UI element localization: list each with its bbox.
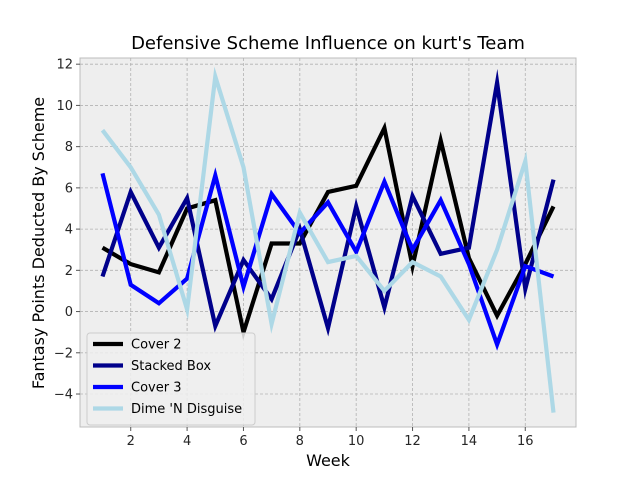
series-lines [100,66,556,413]
y-axis-label: Fantasy Points Deducted By Scheme [29,97,48,389]
legend: Cover 2 Stacked Box Cover 3 Dime 'N Disguis… [86,332,256,426]
legend-label: Cover 3 [131,381,181,396]
y-tick-label: −2 [54,346,73,361]
axis-ticks: 2 4 6 8 10 12 14 16 −4 −2 0 2 4 6 8 10 12 [54,58,534,449]
chart-title: Defensive Scheme Influence on kurt's Tea… [131,33,525,54]
legend-box [86,332,256,426]
legend-label: Dime 'N Disguise [131,402,242,417]
series-line-3 [100,66,556,413]
y-tick-label: 12 [56,58,73,73]
x-tick-label: 2 [127,434,135,449]
x-tick-label: 16 [517,434,534,449]
x-tick-label: 4 [183,434,191,449]
legend-label: Cover 2 [131,338,181,353]
x-tick-label: 14 [461,434,478,449]
y-tick-label: 4 [65,223,73,238]
legend-label: Stacked Box [131,359,211,374]
x-tick-label: 6 [239,434,247,449]
y-tick-label: 8 [65,140,73,155]
series-line-0 [101,121,556,341]
y-tick-label: 10 [56,99,73,114]
x-axis-label: Week [306,451,351,470]
series-line-1 [100,68,556,337]
x-tick-label: 12 [404,434,421,449]
y-tick-label: 0 [65,305,73,320]
y-tick-label: −4 [54,388,73,403]
x-tick-label: 8 [296,434,304,449]
y-tick-label: 6 [65,181,73,196]
y-tick-label: 2 [65,264,73,279]
x-tick-label: 10 [348,434,365,449]
